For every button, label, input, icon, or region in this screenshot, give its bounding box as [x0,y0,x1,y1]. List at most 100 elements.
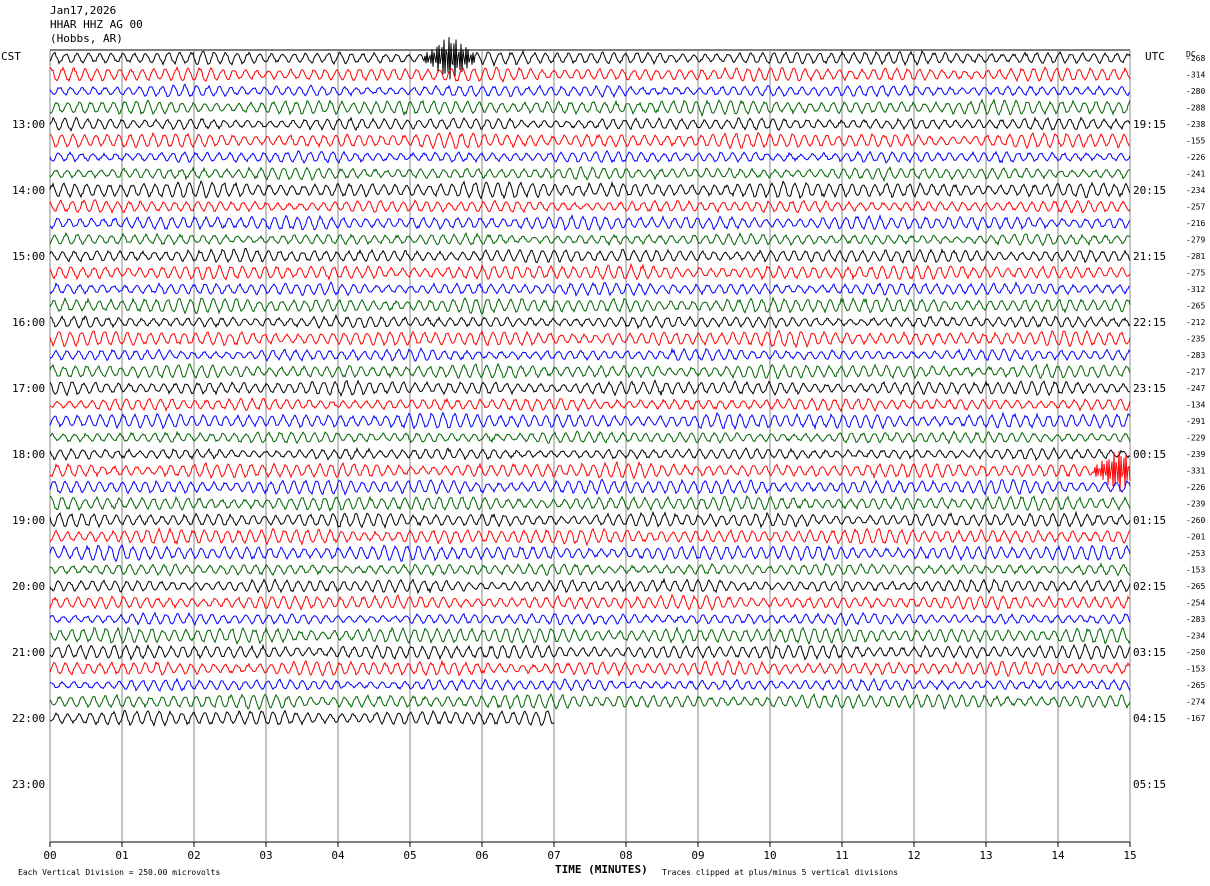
left-time-label: 17:00 [12,382,45,395]
dc-offset-label: -283 [1186,615,1205,624]
dc-offset-label: -234 [1186,186,1205,195]
right-timezone-label: UTC [1145,50,1165,63]
x-axis-title: TIME (MINUTES) [555,863,648,876]
x-tick-label: 09 [691,849,704,862]
dc-offset-label: -167 [1186,714,1205,723]
plot-grid [49,49,1131,847]
dc-offset-label: -239 [1186,500,1205,509]
dc-offset-label: -268 [1186,54,1205,63]
seismic-trace [49,659,1131,678]
dc-offset-label: -257 [1186,203,1205,212]
right-time-label: 01:15 [1133,514,1166,527]
left-time-label: 15:00 [12,250,45,263]
right-time-label: 19:15 [1133,118,1166,131]
seismic-trace [49,446,1131,461]
dc-offset-label: -212 [1186,318,1205,327]
dc-offset-label: -279 [1186,236,1205,245]
seismic-trace [49,65,1131,84]
seismic-trace [49,83,1131,99]
seismic-trace [49,149,1131,164]
seismic-trace [49,494,1131,513]
right-time-label: 00:15 [1133,448,1166,461]
right-time-label: 21:15 [1133,250,1166,263]
seismic-trace [49,593,1131,612]
dc-offset-label: -265 [1186,582,1205,591]
seismic-trace [49,179,1131,200]
seismic-trace [49,626,1131,646]
axis-labels: 00 01 02 03 04 05 06 07 08 09 10 11 12 13 14 15 CST UTC DC… [1,50,1205,877]
seismic-trace [49,199,1131,215]
left-time-label: 14:00 [12,184,45,197]
station-location: (Hobbs, AR) [50,32,123,45]
dc-offset-label: -201 [1186,533,1205,542]
seismic-trace [49,131,1131,150]
dc-offset-label: -265 [1186,681,1205,690]
right-time-label: 05:15 [1133,778,1166,791]
left-time-label: 22:00 [12,712,45,725]
x-tick-label: 15 [1123,849,1136,862]
dc-offset-label: -153 [1186,665,1205,674]
seismic-trace [49,642,1131,661]
left-timezone-label: CST [1,50,21,63]
seismic-trace [49,527,1131,547]
clip-note: Traces clipped at plus/minus 5 vertical … [662,868,898,877]
seismic-trace [49,231,1131,247]
dc-offset-label: -250 [1186,648,1205,657]
x-tick-label: 02 [187,849,200,862]
seismic-trace [49,379,1131,398]
dc-offset-label: -280 [1186,87,1205,96]
dc-offset-label: -238 [1186,120,1205,129]
dc-offset-label: -134 [1186,401,1205,410]
seismic-trace [49,611,1131,627]
seismic-trace [49,478,1131,496]
dc-offset-label: -281 [1186,252,1205,261]
left-time-label: 13:00 [12,118,45,131]
seismic-traces [49,37,1131,727]
left-time-label: 16:00 [12,316,45,329]
seismic-trace [49,577,1131,595]
right-time-label: 22:15 [1133,316,1166,329]
dc-header: DC [1186,50,1196,59]
x-tick-label: 00 [43,849,56,862]
right-time-label: 02:15 [1133,580,1166,593]
dc-offset-label: -153 [1186,566,1205,575]
left-time-label: 23:00 [12,778,45,791]
left-time-label: 20:00 [12,580,45,593]
right-time-label: 04:15 [1133,712,1166,725]
dc-offset-label: -254 [1186,599,1205,608]
dc-offset-label: -155 [1186,137,1205,146]
dc-offset-label: -217 [1186,368,1205,377]
dc-offset-label: -229 [1186,434,1205,443]
seismic-trace [49,98,1131,118]
seismic-trace [49,430,1131,445]
dc-offset-label: -275 [1186,269,1205,278]
dc-offset-label: -247 [1186,384,1205,393]
x-tick-label: 04 [331,849,345,862]
x-tick-label: 05 [403,849,416,862]
right-time-label: 23:15 [1133,382,1166,395]
right-time-label: 03:15 [1133,646,1166,659]
dc-offset-label: -331 [1186,467,1205,476]
seismic-trace [49,37,1131,80]
right-time-label: 20:15 [1133,184,1166,197]
seismic-trace [49,396,1131,413]
dc-offset-label: -226 [1186,483,1205,492]
dc-offset-label: -260 [1186,516,1205,525]
x-tick-label: 10 [763,849,776,862]
seismic-trace [49,510,1131,529]
seismic-trace [49,347,1131,362]
seismic-trace [49,296,1131,315]
left-time-label: 19:00 [12,514,45,527]
dc-offset-label: -241 [1186,170,1205,179]
seismic-trace [49,313,1131,330]
x-tick-label: 12 [907,849,920,862]
seismic-trace [49,450,1131,492]
plot-date: Jan17,2026 [50,4,117,17]
seismic-trace [49,116,1131,133]
x-tick-label: 03 [259,849,272,862]
x-tick-label: 11 [835,849,848,862]
seismic-trace [49,247,1131,264]
x-tick-label: 13 [979,849,992,862]
x-tick-label: 07 [547,849,560,862]
